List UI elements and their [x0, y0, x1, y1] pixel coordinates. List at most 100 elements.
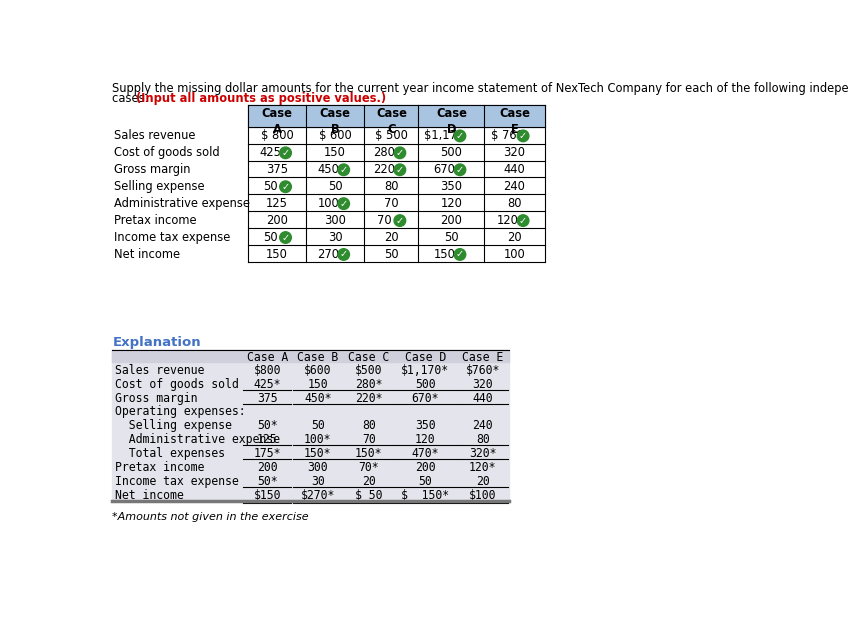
Text: 450*: 450* [304, 392, 331, 404]
Bar [248, 105, 545, 126]
Text: Net income: Net income [115, 489, 183, 502]
Text: Case
A: Case A [261, 107, 292, 136]
Text: 670: 670 [434, 163, 455, 176]
Text: 50: 50 [262, 231, 278, 243]
Text: 30: 30 [328, 231, 342, 243]
Text: 450: 450 [318, 163, 339, 176]
Text: ✓: ✓ [519, 131, 527, 141]
Text: Case D: Case D [405, 351, 446, 364]
Text: 375: 375 [257, 392, 278, 404]
Text: Case
B: Case B [320, 107, 351, 136]
Text: $270*: $270* [301, 489, 335, 502]
Text: (Input all amounts as positive values.): (Input all amounts as positive values.) [136, 92, 385, 105]
Text: 175*: 175* [254, 447, 281, 460]
Text: 120: 120 [441, 197, 463, 210]
Text: $ 50: $ 50 [355, 489, 383, 502]
Text: $ 500: $ 500 [375, 129, 408, 142]
Text: Case E: Case E [462, 351, 503, 364]
Text: 80: 80 [508, 197, 522, 210]
Text: 50*: 50* [257, 475, 278, 488]
Text: 20: 20 [384, 231, 399, 243]
Text: Pretax income: Pretax income [114, 214, 196, 227]
Circle shape [279, 147, 291, 159]
Text: 320*: 320* [469, 447, 497, 460]
Text: 120: 120 [415, 433, 436, 446]
Text: $1,170: $1,170 [424, 129, 464, 142]
Text: Cost of goods sold: Cost of goods sold [114, 146, 220, 159]
Text: 150*: 150* [304, 447, 331, 460]
Text: 300: 300 [307, 461, 328, 474]
Text: Gross margin: Gross margin [115, 392, 197, 404]
Text: Case
C: Case C [376, 107, 407, 136]
Circle shape [338, 198, 350, 209]
Text: 120: 120 [497, 214, 519, 227]
Text: Selling expense: Selling expense [115, 419, 232, 432]
Text: 240: 240 [503, 179, 526, 193]
Text: $ 600: $ 600 [318, 129, 351, 142]
Text: Income tax expense: Income tax expense [115, 475, 239, 488]
Text: ✓: ✓ [340, 250, 348, 260]
Text: 50: 50 [419, 475, 432, 488]
Text: 200: 200 [415, 461, 436, 474]
Text: 80: 80 [362, 419, 376, 432]
Text: 50: 50 [444, 231, 458, 243]
Circle shape [394, 215, 406, 226]
Text: 50: 50 [262, 179, 278, 193]
Circle shape [394, 147, 406, 159]
Text: Case
E: Case E [499, 107, 530, 136]
Text: 150: 150 [324, 146, 346, 159]
Text: Administrative expense: Administrative expense [114, 197, 250, 210]
Text: 320: 320 [472, 378, 493, 391]
Text: 150*: 150* [355, 447, 383, 460]
Text: 375: 375 [266, 163, 288, 176]
Circle shape [279, 181, 291, 193]
Circle shape [279, 232, 291, 243]
Text: 50: 50 [384, 248, 399, 260]
Text: $ 760: $ 760 [491, 129, 524, 142]
Text: 670*: 670* [412, 392, 439, 404]
Circle shape [454, 249, 466, 260]
Text: 470*: 470* [412, 447, 439, 460]
Circle shape [517, 130, 529, 142]
Text: 200: 200 [266, 214, 288, 227]
Text: 425: 425 [259, 146, 281, 159]
Text: Case A: Case A [247, 351, 288, 364]
Text: $760*: $760* [465, 364, 500, 377]
Text: 125: 125 [266, 197, 288, 210]
Text: 150: 150 [307, 378, 328, 391]
Text: 280*: 280* [355, 378, 383, 391]
Circle shape [394, 164, 406, 176]
Text: 500: 500 [415, 378, 436, 391]
Text: ✓: ✓ [282, 182, 290, 191]
Text: Administrative expense: Administrative expense [115, 433, 279, 446]
Circle shape [338, 164, 350, 176]
Text: Supply the missing dollar amounts for the current year income statement of NexTe: Supply the missing dollar amounts for th… [112, 82, 849, 95]
Text: 320: 320 [503, 146, 526, 159]
Text: ✓: ✓ [340, 198, 348, 209]
Text: 20: 20 [476, 475, 490, 488]
Text: 120*: 120* [469, 461, 497, 474]
Text: 240: 240 [472, 419, 493, 432]
Text: 440: 440 [472, 392, 493, 404]
Text: *Amounts not given in the exercise: *Amounts not given in the exercise [112, 512, 309, 521]
Text: Case B: Case B [297, 351, 338, 364]
Text: ✓: ✓ [396, 165, 404, 175]
Circle shape [517, 215, 529, 226]
Text: $  150*: $ 150* [402, 489, 449, 502]
Text: $800: $800 [254, 364, 281, 377]
Text: ✓: ✓ [340, 165, 348, 175]
Text: 50*: 50* [257, 419, 278, 432]
Text: $500: $500 [355, 364, 383, 377]
Text: $600: $600 [304, 364, 331, 377]
Text: 30: 30 [311, 475, 324, 488]
Text: 200: 200 [257, 461, 278, 474]
Text: ✓: ✓ [282, 233, 290, 243]
Text: ✓: ✓ [456, 165, 464, 175]
Text: Case C: Case C [348, 351, 390, 364]
Text: Gross margin: Gross margin [114, 163, 190, 176]
Text: 425*: 425* [254, 378, 281, 391]
Text: 150: 150 [266, 248, 288, 260]
Bar [112, 350, 509, 362]
Text: cases.: cases. [112, 92, 152, 105]
Text: Net income: Net income [114, 248, 180, 260]
